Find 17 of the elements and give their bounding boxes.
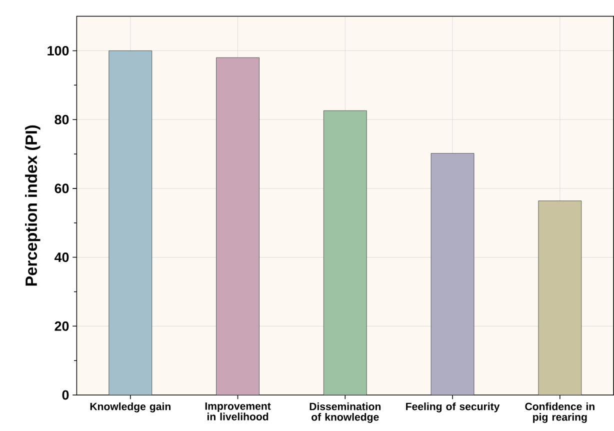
y-tick-label: 20 [54, 321, 69, 331]
bar [108, 50, 152, 395]
x-tick-label: Confidence in pig rearing [525, 402, 594, 423]
x-tick-label: Feeling of security [406, 402, 500, 412]
y-tick-label: 0 [62, 390, 69, 400]
bar [216, 57, 260, 395]
bar [430, 152, 474, 395]
x-tick-label: Improvement in livelihood [205, 402, 271, 420]
bar [323, 110, 367, 395]
y-tick-label: 80 [54, 114, 69, 124]
bar [538, 200, 582, 395]
y-tick-label: 40 [54, 252, 69, 262]
y-tick-label: 60 [54, 183, 69, 193]
y-axis-title: Perception index (PI) [25, 125, 40, 286]
x-tick-label: Dissemination of knowledge [310, 402, 381, 423]
y-tick-label: 100 [48, 46, 69, 56]
x-tick-label: Knowledge gain [90, 402, 170, 412]
